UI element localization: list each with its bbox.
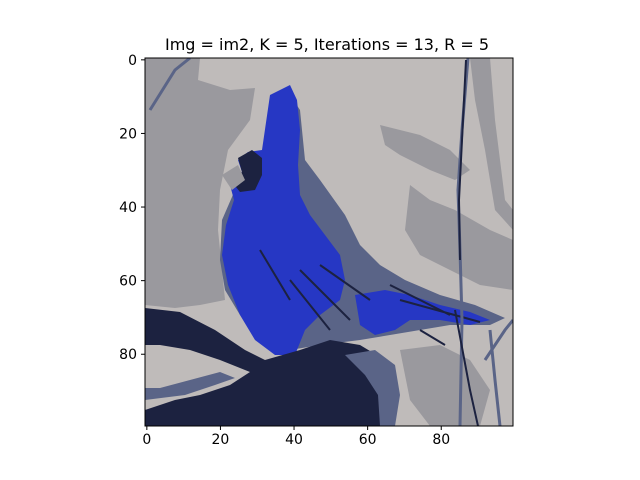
y-tick-label: 0 xyxy=(128,53,137,69)
x-tick-label: 40 xyxy=(285,432,303,448)
region-background-mid-left xyxy=(145,58,255,308)
region-background-mid-strip xyxy=(470,58,513,230)
region-branch-highlights xyxy=(145,372,235,400)
region-bird-beak xyxy=(222,165,245,190)
x-tick-label: 20 xyxy=(212,432,230,448)
y-tick-label: 40 xyxy=(119,200,137,216)
y-tick-label: 20 xyxy=(119,126,137,142)
region-branch xyxy=(145,308,390,426)
plot-frame xyxy=(144,57,514,427)
region-bird-wing-blue xyxy=(355,290,490,335)
y-tick-label: 80 xyxy=(119,347,137,363)
x-axis: 0 20 40 60 80 xyxy=(142,426,450,448)
chart-title: Img = im2, K = 5, Iterations = 13, R = 5 xyxy=(165,35,489,54)
x-tick-label: 80 xyxy=(432,432,450,448)
y-tick-label: 60 xyxy=(119,274,137,290)
segmented-image xyxy=(145,58,513,426)
x-tick-label: 60 xyxy=(359,432,377,448)
x-tick-label: 0 xyxy=(142,432,151,448)
region-branch-right xyxy=(345,350,400,426)
y-axis: 0 20 40 60 80 xyxy=(119,53,145,363)
region-background-mid-bottom-right xyxy=(400,345,490,426)
region-bird-streaks xyxy=(259,249,481,331)
region-background-mid-top xyxy=(145,58,200,100)
region-twigs-dark xyxy=(419,59,479,426)
region-background-mid-upper-right xyxy=(380,125,470,180)
